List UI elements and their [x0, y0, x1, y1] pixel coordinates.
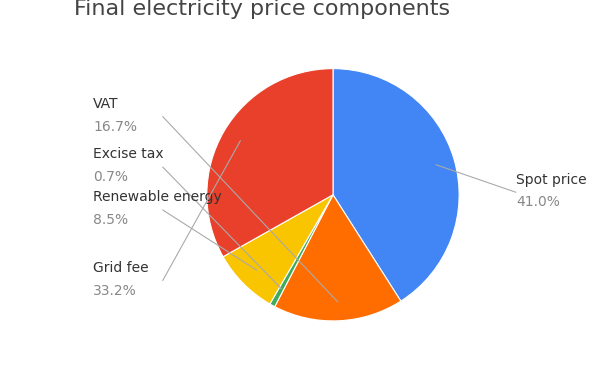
Wedge shape [207, 69, 333, 257]
Text: Spot price: Spot price [516, 173, 587, 187]
Text: Excise tax: Excise tax [94, 147, 164, 161]
Text: 16.7%: 16.7% [94, 120, 137, 134]
Text: 41.0%: 41.0% [516, 196, 560, 209]
Wedge shape [333, 69, 459, 301]
Text: Grid fee: Grid fee [94, 261, 149, 275]
Text: VAT: VAT [94, 97, 119, 111]
Wedge shape [223, 195, 333, 304]
Text: 8.5%: 8.5% [94, 213, 128, 227]
Text: Renewable energy: Renewable energy [94, 190, 222, 204]
Wedge shape [270, 195, 333, 307]
Text: 33.2%: 33.2% [94, 284, 137, 298]
Text: 0.7%: 0.7% [94, 170, 128, 184]
Wedge shape [275, 195, 401, 321]
Text: Final electricity price components: Final electricity price components [74, 0, 451, 19]
